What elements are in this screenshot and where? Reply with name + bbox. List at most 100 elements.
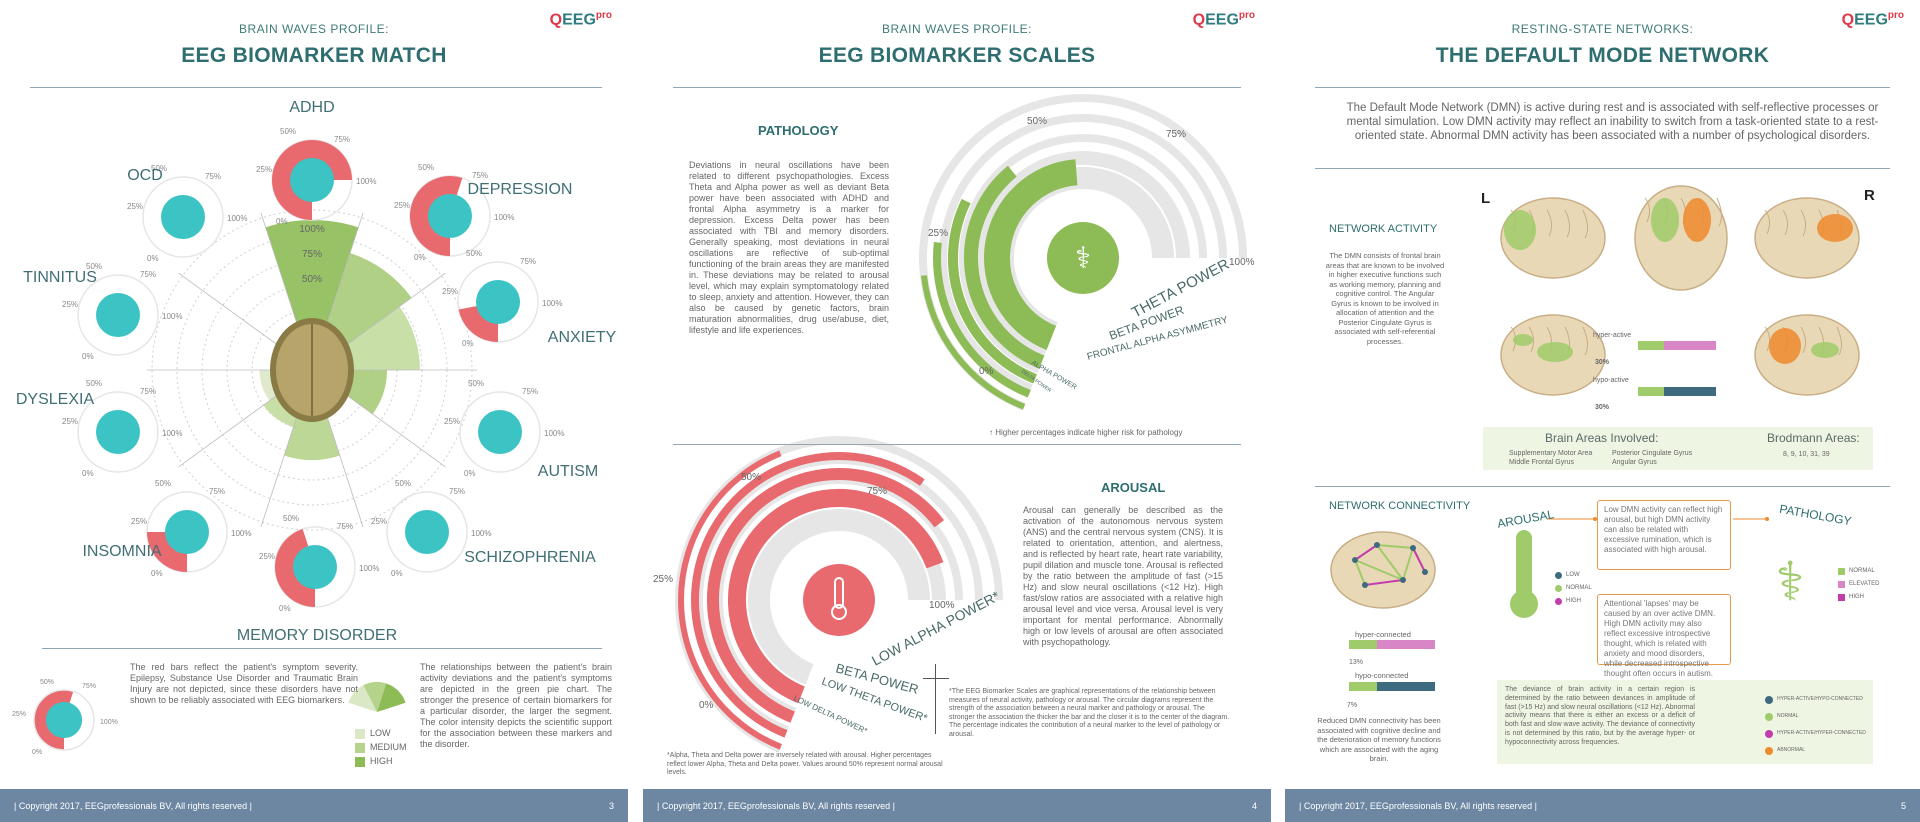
gauge-pct-25: 25% [394, 201, 410, 210]
area-item: Angular Gyrus [1612, 459, 1657, 466]
connection-node [1410, 545, 1416, 551]
disorder-label: DYSLEXIA [16, 391, 95, 408]
gauge-pct-25: 25% [442, 287, 458, 296]
brain-gyrus [1564, 209, 1571, 238]
page-kicker: BRAIN WAVES PROFILE: [881, 22, 1033, 36]
gauge-pct-50: 50% [86, 379, 102, 388]
arousal-center [803, 564, 875, 636]
brain-gyrus [1800, 326, 1807, 354]
pathology-center [1047, 222, 1119, 294]
gauge-pct-50: 50% [86, 262, 102, 271]
page-footer: | Copyright 2017, EEGprofessionals BV, A… [643, 789, 1271, 822]
divider [673, 444, 1241, 445]
scale-pct-75: 75% [867, 486, 887, 497]
hyper-active-label: hyper-active [1593, 332, 1632, 339]
legend-item: NORMAL [1765, 711, 1866, 722]
pathology-box: Attentional 'lapses' may be caused by an… [1597, 594, 1731, 678]
example-gauge-core [46, 702, 82, 738]
gauge-core [161, 195, 205, 239]
hyper-bar-normal [1638, 341, 1664, 350]
connection-line [1354, 559, 1404, 581]
activity-region [1651, 198, 1679, 242]
connectivity-brain [1330, 531, 1436, 609]
gauge-pct-25: 25% [62, 417, 78, 426]
gauge-pct-0: 0% [82, 469, 94, 478]
divider [1315, 168, 1890, 169]
legend-high: HIGH [355, 756, 407, 767]
connection-line [1354, 559, 1366, 586]
activity-region [1769, 328, 1801, 364]
brain-gyrus [1582, 326, 1589, 356]
note-left: The red bars reflect the patient's sympt… [130, 662, 358, 705]
network-activity-heading: NETWORK ACTIVITY [1329, 223, 1438, 235]
gauge-pct-25: 25% [371, 517, 387, 526]
connection-line [1376, 544, 1414, 549]
gauge-pct-75: 75% [334, 135, 350, 144]
disorder-label: ANXIETY [548, 329, 617, 346]
note-right: The relationships between the patient's … [420, 662, 612, 749]
gauge-pct-50: 50% [395, 479, 411, 488]
page-footer: | Copyright 2017, EEGprofessionals BV, A… [0, 789, 628, 822]
gauge-pct-0: 0% [391, 569, 403, 578]
disorder-label: DEPRESSION [468, 181, 573, 198]
brain-gyrus [1800, 209, 1807, 237]
network-activity-text: The DMN consists of frontal brain areas … [1325, 251, 1445, 346]
brain-gyrus [1528, 326, 1535, 353]
gauge-pct-50: 50% [151, 164, 167, 173]
arousal-bar [707, 468, 945, 723]
brain-gyrus [1764, 326, 1771, 352]
scale-pct-25: 25% [653, 574, 673, 585]
gauge-ring [142, 176, 224, 258]
connector-dot [1765, 517, 1769, 521]
legend-item: HYPER-ACTIVE/HYPER-CONNECTED [1765, 728, 1866, 739]
gauge-pct-75: 75% [522, 387, 538, 396]
legend-pie-segment [377, 683, 406, 712]
gauge-pct-50: 50% [155, 479, 171, 488]
pie-segment [265, 220, 359, 370]
connection-line [1376, 544, 1404, 581]
hyper-connected-pct: 13% [1349, 659, 1364, 666]
hypo-connected-pct: 7% [1347, 702, 1358, 709]
hyper-connected-label: hyper-connected [1355, 630, 1411, 639]
area-item: Supplementary Motor Area [1509, 450, 1593, 457]
footnote-rule [935, 664, 936, 734]
area-item: Middle Frontal Gyrus [1509, 459, 1574, 466]
scale-pct-100: 100% [929, 600, 955, 611]
thermometer-icon [1516, 530, 1532, 600]
gauge-pct-50: 50% [418, 163, 434, 172]
brain-gyrus [1764, 209, 1771, 235]
arousal-bar [691, 452, 925, 738]
page-footer: | Copyright 2017, EEGprofessionals BV, A… [1285, 789, 1920, 822]
gauge-pct-100: 100% [494, 213, 514, 222]
gauge-pct-100: 100% [231, 529, 251, 538]
severity-bar [272, 140, 352, 220]
severity-bar [458, 305, 498, 342]
brain-areas-box: Brain Areas Involved: Supplementary Moto… [1483, 427, 1873, 470]
pathology-bar [948, 198, 1037, 384]
pathology-bar [964, 165, 1045, 369]
thermometer-icon [834, 577, 844, 609]
gauge-pct-75: 75% [140, 270, 156, 279]
disorder-label: SCHIZOPHRENIA [464, 549, 596, 566]
activity-region [1817, 214, 1853, 242]
legend-normal: NORMAL [1838, 566, 1879, 577]
hypo-conn-bar-low [1377, 682, 1435, 691]
legend: LOW MEDIUM HIGH [355, 728, 407, 767]
network-connectivity-heading: NETWORK CONNECTIVITY [1329, 500, 1471, 512]
legend-low: LOW [1555, 570, 1592, 581]
page-default-mode-network: QEEGpro RESTING-STATE NETWORKS: THE DEFA… [1285, 0, 1920, 822]
gauge-core [428, 194, 472, 238]
pathology-bar [933, 242, 1031, 398]
arousal-track [695, 456, 983, 734]
gauge-ring [77, 274, 159, 356]
legend-low: LOW [355, 728, 407, 739]
gauge-pct-75: 75% [472, 171, 488, 180]
gauge-pct-100: 100% [471, 529, 491, 538]
pathology-track [976, 151, 1190, 358]
gauge-ring [459, 391, 541, 473]
footnote-left: *Alpha, Theta and Delta power are invers… [667, 752, 943, 776]
legend-item: HYPER-ACTIVE/HYPO-CONNECTED [1765, 694, 1866, 705]
hypo-bar-low [1664, 387, 1716, 396]
gauge-pct-50: 50% [280, 127, 296, 136]
example-pct-50: 50% [40, 679, 54, 686]
